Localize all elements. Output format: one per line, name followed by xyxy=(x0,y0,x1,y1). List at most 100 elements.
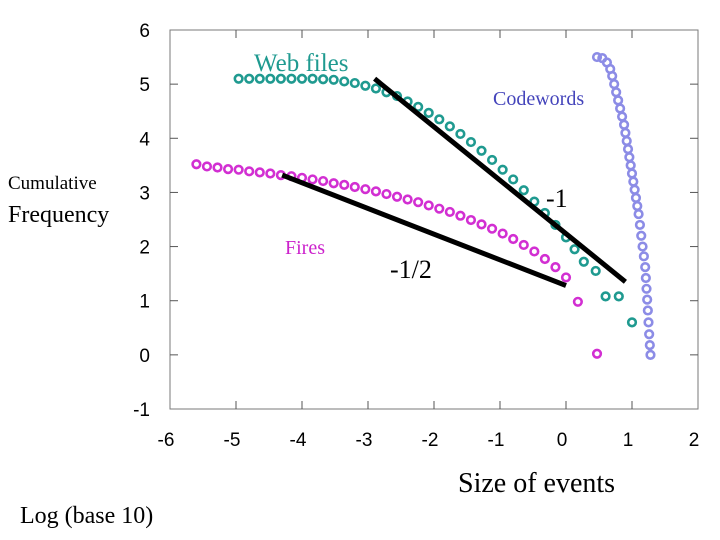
label-fires: Fires xyxy=(285,237,325,259)
log-base-note: Log (base 10) xyxy=(20,503,153,529)
point-web-files xyxy=(307,73,318,84)
point-fires xyxy=(254,167,265,178)
label-slope-minus-half: -1/2 xyxy=(390,255,432,284)
point-fires xyxy=(328,178,339,189)
point-fires xyxy=(508,233,519,245)
plot-frame xyxy=(169,29,699,410)
point-fires xyxy=(572,296,583,307)
label-slope-minus-one: -1 xyxy=(546,184,568,213)
point-codewords xyxy=(638,251,649,262)
x-tick-label: -6 xyxy=(158,430,175,451)
label-web-files: Web files xyxy=(254,50,348,77)
x-axis-title: Size of events xyxy=(458,468,615,499)
point-fires xyxy=(423,200,434,211)
point-codewords xyxy=(632,200,643,212)
y-tick-label: 0 xyxy=(139,346,150,367)
x-tick-label: -4 xyxy=(290,430,307,451)
point-codewords xyxy=(618,119,630,130)
point-web-files xyxy=(444,121,455,132)
point-web-files xyxy=(318,74,329,85)
point-web-files xyxy=(339,76,350,87)
point-fires xyxy=(307,174,318,185)
point-fires xyxy=(476,219,487,230)
y-tick-label: 5 xyxy=(139,75,150,96)
x-tick-label: 2 xyxy=(689,430,700,451)
label-codewords: Codewords xyxy=(493,88,584,110)
point-fires xyxy=(444,206,455,218)
point-web-files xyxy=(244,73,255,84)
point-web-files xyxy=(328,74,339,85)
point-codewords xyxy=(609,79,620,90)
y-tick-label: 2 xyxy=(139,238,150,259)
x-axis: -6 -5 -4 -3 -2 -1 0 1 2 xyxy=(158,30,700,451)
y-tick-label: 6 xyxy=(139,21,150,42)
point-codewords xyxy=(645,349,656,360)
point-fires xyxy=(529,246,540,257)
point-codewords xyxy=(624,152,635,163)
point-web-files xyxy=(626,317,638,328)
point-web-files xyxy=(486,154,498,166)
point-codewords xyxy=(613,95,624,106)
point-codewords xyxy=(625,160,636,171)
point-fires xyxy=(212,162,223,173)
point-fires xyxy=(465,214,477,226)
point-web-files xyxy=(296,73,308,84)
point-codewords xyxy=(629,184,640,195)
point-web-files xyxy=(434,114,445,125)
x-tick-label: -1 xyxy=(488,430,505,451)
point-codewords xyxy=(634,219,646,231)
x-tick-label: -2 xyxy=(422,430,439,451)
point-fires xyxy=(413,197,424,208)
point-web-files xyxy=(265,73,276,84)
point-codewords xyxy=(640,262,651,273)
point-fires xyxy=(370,186,382,197)
point-codewords xyxy=(607,70,618,82)
point-web-files xyxy=(370,83,382,94)
point-web-files xyxy=(233,73,244,84)
fit-lines xyxy=(281,76,627,288)
point-fires xyxy=(434,203,445,214)
point-codewords xyxy=(620,127,631,138)
point-codewords xyxy=(643,317,654,328)
point-codewords xyxy=(621,135,632,147)
point-fires xyxy=(339,179,350,190)
point-fires xyxy=(518,239,529,251)
point-web-files xyxy=(476,145,487,156)
point-codewords xyxy=(636,230,647,241)
point-codewords xyxy=(630,192,642,203)
point-fires xyxy=(391,191,403,202)
point-fires xyxy=(591,348,603,359)
point-codewords xyxy=(622,144,634,155)
point-codewords xyxy=(616,111,628,122)
point-fires xyxy=(381,188,392,200)
point-web-files xyxy=(600,291,611,302)
point-codewords xyxy=(611,87,622,98)
point-fires xyxy=(233,164,244,175)
point-web-files xyxy=(497,164,508,175)
point-web-files xyxy=(569,244,580,255)
point-fires xyxy=(191,159,202,170)
point-fires xyxy=(265,168,276,179)
y-tick-label: -1 xyxy=(133,400,150,421)
point-fires xyxy=(560,272,572,283)
point-codewords xyxy=(641,283,652,294)
point-web-files xyxy=(413,101,424,112)
point-web-files xyxy=(423,107,434,118)
y-tick-label: 1 xyxy=(139,292,150,313)
y-tick-label: 3 xyxy=(139,183,150,204)
point-codewords xyxy=(637,241,648,252)
point-fires xyxy=(360,184,371,195)
point-web-files xyxy=(590,265,601,277)
point-web-files xyxy=(613,291,624,302)
point-codewords xyxy=(633,208,644,220)
x-tick-label: -5 xyxy=(224,430,241,451)
point-codewords xyxy=(640,272,651,284)
point-fires xyxy=(539,253,550,265)
y-label-line1: Cumulative xyxy=(8,173,97,194)
point-fires xyxy=(244,166,255,177)
point-codewords xyxy=(628,176,639,187)
point-fires xyxy=(486,223,498,234)
point-fires xyxy=(550,262,561,273)
x-tick-label: 0 xyxy=(557,430,568,451)
